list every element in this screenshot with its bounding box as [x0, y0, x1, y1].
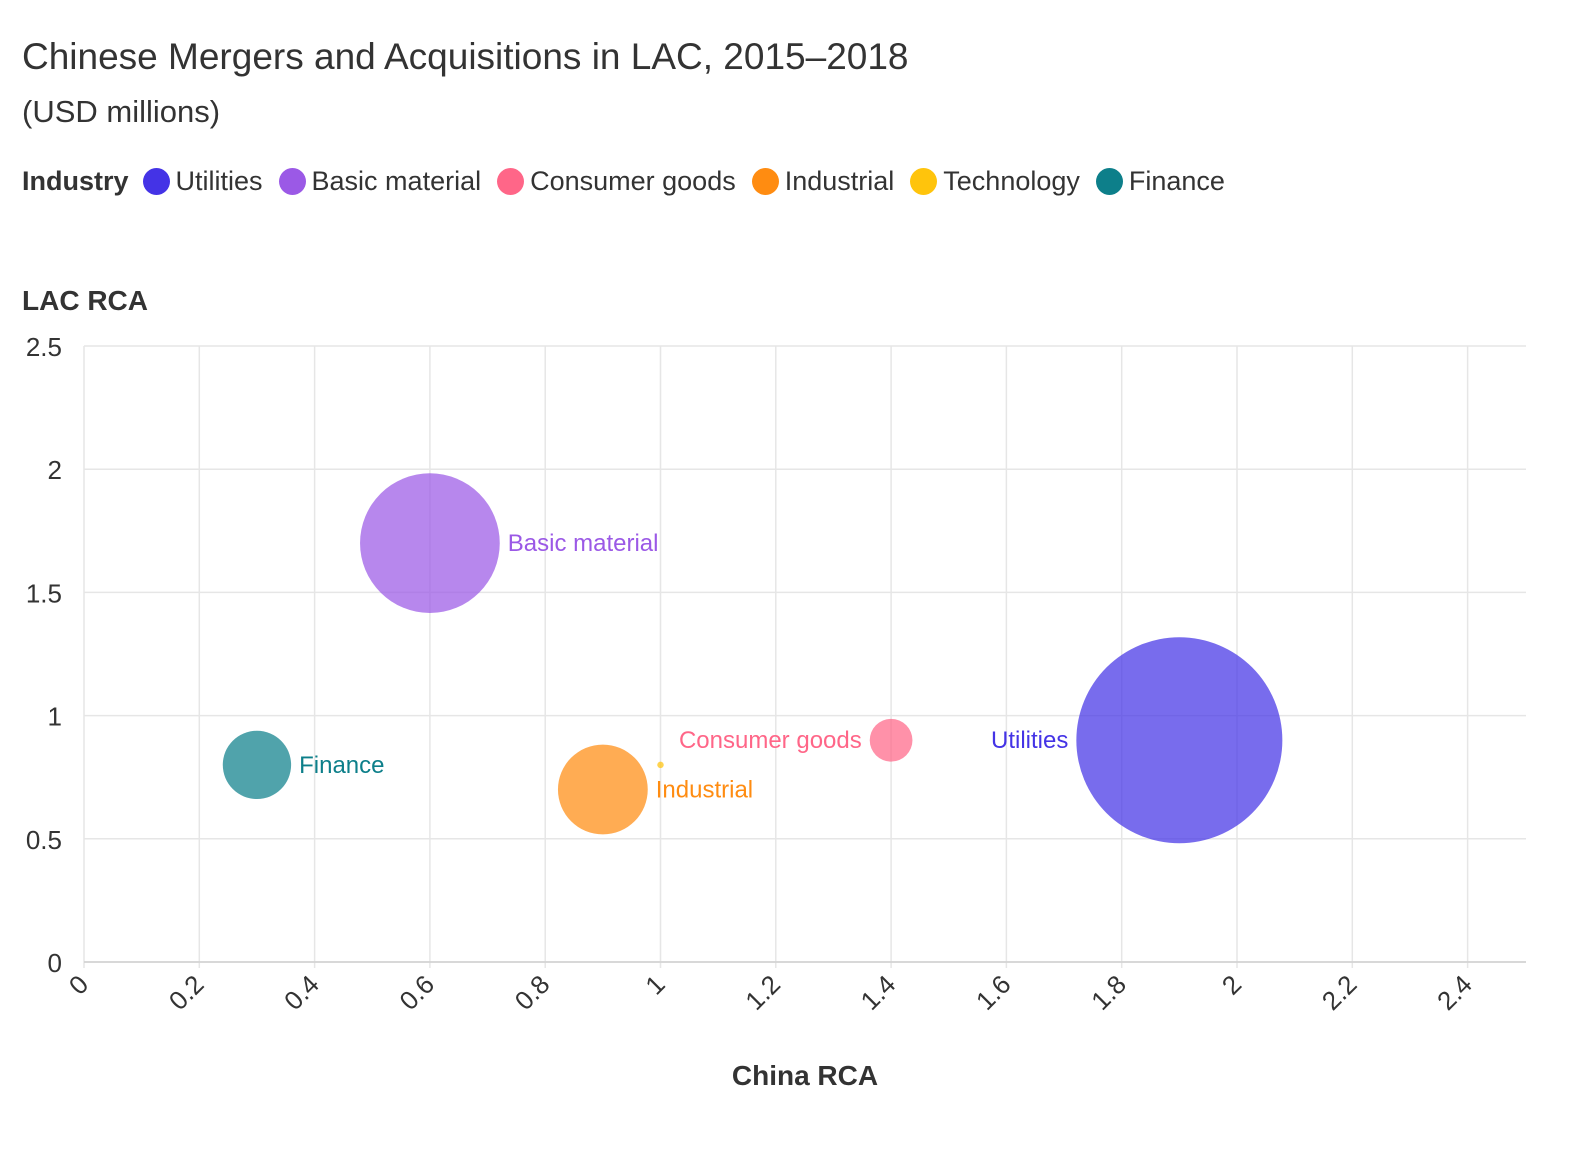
legend-item-industrial[interactable]: Industrial: [751, 165, 895, 197]
x-tick-label: 0.4: [278, 969, 325, 1016]
x-tick-label: 2.2: [1316, 969, 1363, 1016]
bubble-label-utilities: Utilities: [991, 727, 1068, 754]
y-tick-label: 0.5: [26, 825, 62, 855]
y-tick-label: 1: [48, 702, 62, 732]
legend-item-finance[interactable]: Finance: [1095, 165, 1225, 197]
x-tick-label: 0.2: [163, 969, 210, 1016]
x-tick-label: 1.2: [739, 969, 786, 1016]
bubble-industrial[interactable]: [557, 744, 648, 835]
legend-item-consumer-goods[interactable]: Consumer goods: [497, 166, 736, 197]
y-tick-label: 2: [48, 455, 62, 485]
legend-label-consumer-goods: Consumer goods: [530, 165, 736, 196]
legend-item-basic-material[interactable]: Basic material: [278, 165, 482, 197]
x-axis-title: China RCA: [732, 1060, 878, 1091]
x-tick-label: 1.4: [855, 969, 902, 1016]
legend-swatch-consumer-goods: [497, 167, 525, 195]
legend-item-technology[interactable]: Technology: [910, 166, 1080, 197]
legend-swatch-industrial: [751, 167, 779, 195]
legend-label-finance: Finance: [1128, 165, 1225, 196]
legend-label-industrial: Industrial: [784, 165, 895, 196]
legend-swatch-utilities: [142, 167, 170, 195]
x-tick-label: 2: [1216, 969, 1247, 1000]
x-tick-label: 2.4: [1431, 969, 1478, 1016]
x-tick-label: 0.8: [509, 969, 556, 1016]
chart-title: Chinese Mergers and Acquisitions in LAC,…: [22, 36, 909, 77]
legend-label-technology: Technology: [943, 165, 1080, 196]
x-tick-label: 1: [639, 969, 670, 1000]
bubble-label-industrial: Industrial: [656, 777, 753, 804]
chart-subtitle: (USD millions): [22, 94, 221, 129]
x-tick-label: 0: [63, 969, 94, 1000]
y-axis-title: LAC RCA: [22, 285, 148, 316]
bubble-label-finance: Finance: [299, 752, 384, 779]
bubble-consumer-goods[interactable]: [869, 718, 913, 762]
bubbles: [222, 473, 1283, 844]
legend-item-utilities[interactable]: Utilities: [142, 165, 263, 197]
legend: Industry Utilities Basic material Consum…: [22, 163, 1241, 199]
bubble-technology[interactable]: [657, 761, 664, 769]
y-tick-label: 0: [48, 948, 62, 978]
x-tick-label: 0.6: [393, 969, 440, 1016]
y-tick-label: 2.5: [26, 332, 62, 362]
bubble-basic-material[interactable]: [360, 473, 500, 613]
tick-labels: 0 0.5 1 1.5 2 2.5 0 0.2 0.4 0.6 0.8 1 1.2 1.4 1.6 1.8 2 2…: [26, 332, 1478, 1016]
bubble-labels: Utilities Basic material Consumer goods Ind…: [299, 530, 1068, 803]
x-tick-label: 1.8: [1085, 969, 1132, 1016]
legend-swatch-basic-material: [278, 167, 306, 195]
bubble-label-basic-material: Basic material: [508, 530, 659, 557]
legend-title: Industry: [22, 165, 129, 196]
y-tick-label: 1.5: [26, 578, 62, 608]
bubble-utilities[interactable]: [1076, 637, 1283, 844]
legend-label-basic-material: Basic material: [311, 165, 482, 196]
bubble-finance[interactable]: [222, 730, 292, 800]
legend-label-utilities: Utilities: [175, 165, 263, 196]
legend-swatch-technology: [910, 167, 938, 195]
grid: [83, 345, 1526, 968]
legend-swatch-finance: [1095, 167, 1123, 195]
bubble-label-consumer-goods: Consumer goods: [679, 727, 862, 754]
x-tick-label: 1.6: [970, 969, 1017, 1016]
